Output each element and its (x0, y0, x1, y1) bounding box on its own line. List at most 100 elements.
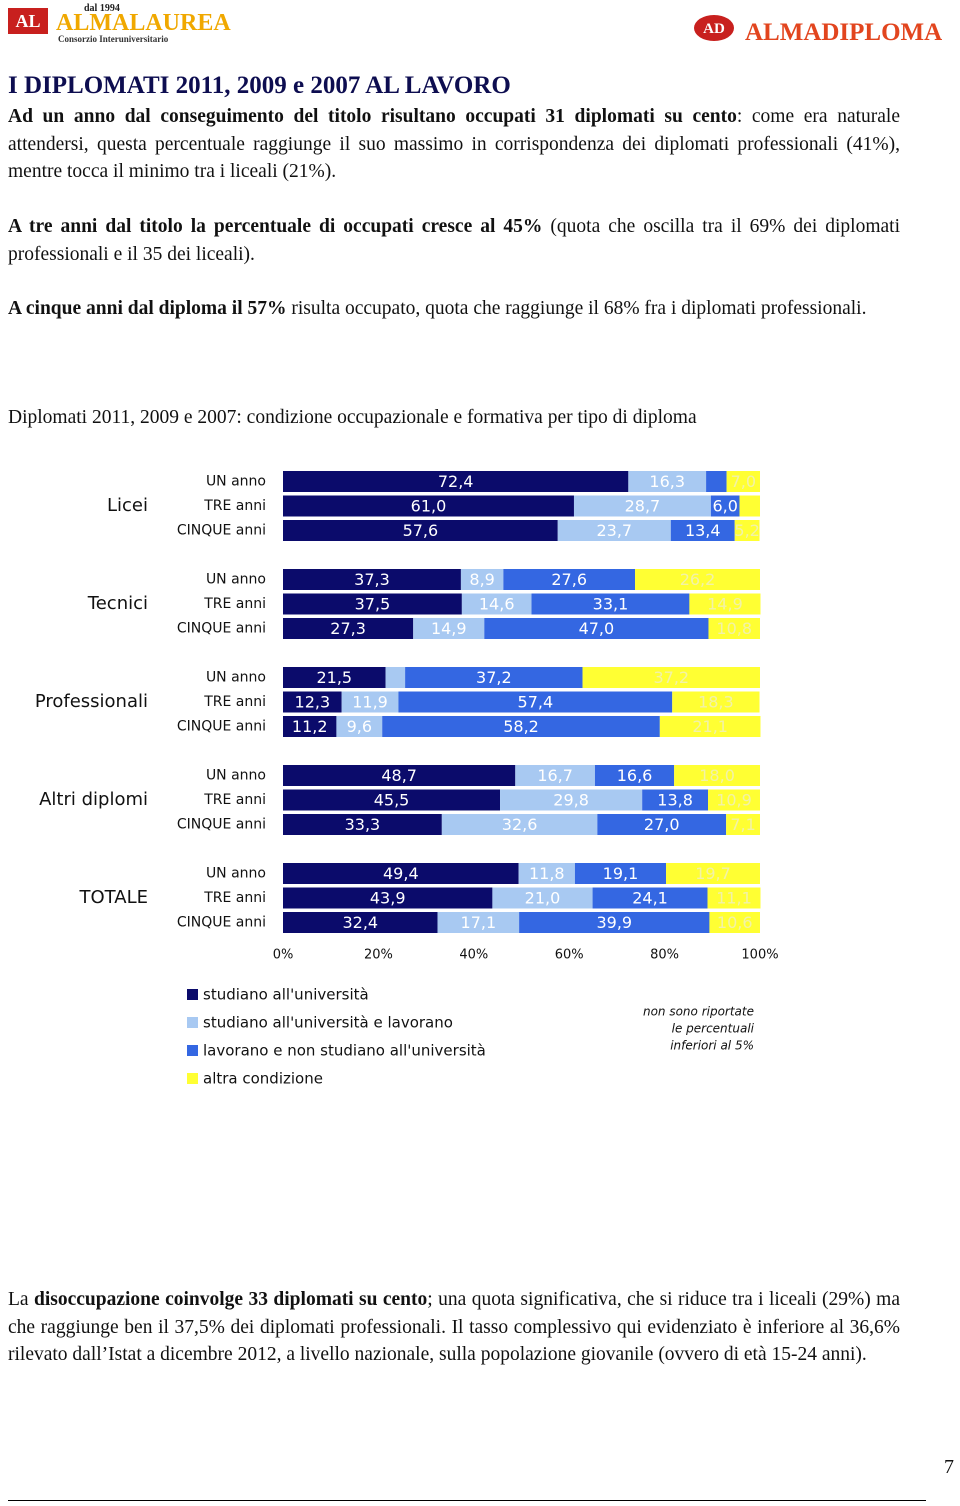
value-label: 9,6 (347, 717, 372, 736)
value-label: 11,1 (716, 889, 752, 908)
value-label: 7,0 (731, 472, 756, 491)
bar-segment (642, 789, 709, 811)
bar-segment (659, 716, 761, 737)
bar-segment (670, 520, 735, 541)
bold-text: A tre anni dal titolo la percentuale di … (8, 216, 543, 237)
value-label: 6,0 (712, 497, 737, 516)
bar-segment (283, 691, 342, 713)
value-label: 37,5 (355, 595, 391, 614)
value-label: 28,7 (625, 497, 661, 516)
group-label: Tecnici (87, 593, 148, 614)
group-label: TOTALE (79, 887, 148, 908)
value-label: 49,4 (383, 864, 419, 883)
bar-segment (460, 569, 504, 590)
bar-segment (574, 863, 667, 884)
bar-segment (519, 912, 710, 933)
bar-segment (385, 667, 406, 688)
bar-segment (628, 471, 707, 492)
bar-segment (726, 814, 760, 835)
value-label: 17,1 (461, 913, 497, 932)
note: inferiori al 5% (670, 1039, 754, 1053)
bar-segment (726, 471, 760, 492)
bar-segment (283, 593, 462, 615)
value-label: 43,9 (370, 889, 406, 908)
row-label: UN anno (206, 670, 266, 686)
value-label: 57,6 (403, 521, 439, 540)
bar-segment (674, 765, 760, 786)
value-label: 10,9 (716, 791, 752, 810)
value-label: 47,0 (579, 619, 615, 638)
bar-segment (484, 618, 709, 639)
logo-mark (694, 15, 734, 41)
row-label: UN anno (206, 474, 266, 490)
value-label: 29,8 (553, 791, 589, 810)
legend-label: lavorano e non studiano all'università (203, 1042, 486, 1060)
paragraph: A tre anni dal titolo la percentuale di … (8, 213, 900, 268)
value-label: 5,2 (734, 521, 759, 540)
value-label: 61,0 (411, 497, 447, 516)
row-label: TRE anni (203, 792, 266, 808)
value-label: 13,4 (685, 521, 721, 540)
legend-swatch (187, 1073, 198, 1084)
bar-segment (582, 667, 760, 688)
text: : come era naturale attendersi, questa p… (8, 106, 900, 182)
logo-name: ALMALAUREA (56, 10, 231, 36)
value-label: 11,9 (352, 693, 388, 712)
value-label: 14,6 (479, 595, 515, 614)
bar-segment (708, 789, 760, 811)
bar-segment (592, 887, 708, 909)
value-label: 48,7 (381, 766, 417, 785)
value-label: 26,2 (680, 570, 716, 589)
bar-segment (594, 765, 675, 786)
value-label: 32,6 (502, 815, 538, 834)
value-label: 7,1 (730, 815, 755, 834)
text: risulta occupato, quota che raggiunge il… (286, 298, 867, 319)
bar-segment (635, 569, 760, 590)
bar-segment (515, 765, 595, 786)
page-number: 7 (944, 1456, 954, 1478)
logo-mark-text: AD (703, 21, 725, 37)
legend-label: altra condizione (203, 1070, 323, 1088)
bar-segment (710, 495, 740, 517)
bar-segment (336, 716, 383, 737)
logo-mark (8, 8, 48, 34)
text: (quota che oscilla tra il 69% dei diplom… (8, 216, 900, 265)
bar-segment (283, 667, 386, 688)
value-label: 14,9 (431, 619, 467, 638)
row-label: CINQUE anni (177, 915, 266, 931)
text: ; una quota significativa, che si riduce… (8, 1289, 900, 1365)
row-label: TRE anni (203, 596, 266, 612)
value-label: 45,5 (374, 791, 410, 810)
group-label: Altri diplomi (39, 789, 148, 810)
row-label: UN anno (206, 866, 266, 882)
row-label: UN anno (206, 768, 266, 784)
value-label: 21,5 (316, 668, 352, 687)
bar-segment (557, 520, 671, 541)
bar-segment (492, 887, 593, 909)
value-label: 37,2 (476, 668, 512, 687)
bar-segment (708, 618, 760, 639)
footer-rule (8, 1500, 926, 1501)
value-label: 10,8 (716, 619, 752, 638)
row-label: TRE anni (203, 890, 266, 906)
value-label: 12,3 (295, 693, 331, 712)
paragraph: La disoccupazione coinvolge 33 diplomati… (8, 1286, 900, 1369)
bar-segment (734, 520, 760, 541)
value-label: 21,0 (525, 889, 561, 908)
value-label: 32,4 (342, 913, 378, 932)
row-label: TRE anni (203, 498, 266, 514)
value-label: 8,9 (469, 570, 494, 589)
header: AL dal 1994 ALMALAUREA Consorzio Interun… (8, 3, 942, 46)
value-label: 16,3 (649, 472, 685, 491)
value-label: 58,2 (503, 717, 539, 736)
value-label: 27,3 (330, 619, 366, 638)
bar-segment (689, 593, 761, 615)
bar-segment (283, 814, 442, 835)
row-label: CINQUE anni (177, 817, 266, 833)
bar-segment (573, 495, 711, 517)
value-label: 72,4 (438, 472, 474, 491)
bar-segment (283, 618, 414, 639)
value-label: 18,0 (699, 766, 735, 785)
note: non sono riportate (643, 1005, 754, 1019)
value-label: 37,3 (354, 570, 390, 589)
